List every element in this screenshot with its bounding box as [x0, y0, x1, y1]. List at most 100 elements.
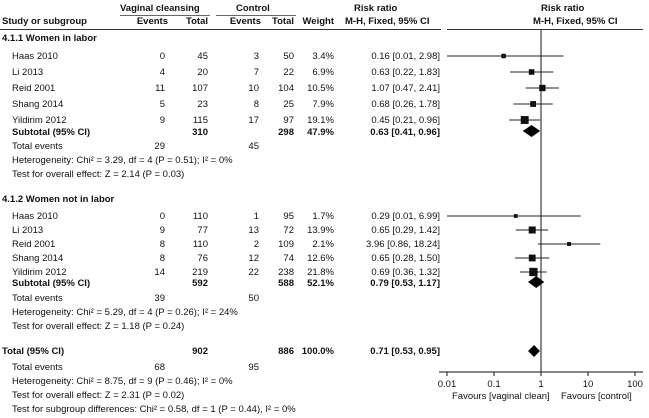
total2: 238: [278, 267, 294, 278]
events2: 3: [253, 51, 259, 62]
subtotal-ci: 0.63 [0.41, 0.96]: [370, 127, 440, 138]
total1: 76: [197, 253, 208, 264]
total2: 25: [283, 99, 294, 110]
events2: 13: [248, 225, 259, 236]
risk-ratio-ci: 3.96 [0.86, 18.24]: [366, 239, 440, 250]
total-events2: 50: [248, 293, 259, 304]
events2: 7: [253, 67, 259, 78]
weight: 12.6%: [307, 253, 334, 264]
total1: 45: [197, 51, 208, 62]
total1: 219: [192, 267, 208, 278]
overall-effect-text: Test for overall effect: Z = 2.14 (P = 0…: [12, 169, 185, 180]
weight: 2.1%: [312, 239, 334, 250]
weight: 6.9%: [312, 67, 334, 78]
favours-left-label: Favours [vaginal clean]: [452, 391, 550, 402]
overall-effect-text: Test for overall effect: Z = 1.18 (P = 0…: [12, 321, 185, 332]
events2: 10: [248, 83, 259, 94]
subtotal-label: Subtotal (95% CI): [12, 127, 91, 138]
header-rule-right: [447, 29, 643, 30]
total-events-label: Total events: [12, 293, 63, 304]
study-point: [530, 101, 537, 107]
weight: 1.7%: [312, 211, 334, 222]
subtotal-weight: 52.1%: [307, 278, 334, 289]
study-name: Haas 2010: [12, 51, 58, 62]
events2: 8: [253, 99, 259, 110]
study-name: Reid 2001: [12, 239, 56, 250]
events1-header: Events: [136, 16, 168, 27]
total2: 104: [278, 83, 294, 94]
events1: 0: [159, 51, 165, 62]
subgroup-title: 4.1.1 Women in labor: [2, 33, 97, 44]
x-tick-label: 10: [583, 379, 594, 390]
events1: 8: [159, 239, 165, 250]
total-events1: 39: [154, 293, 165, 304]
risk-ratio-ci: 0.45 [0.21, 0.96]: [371, 115, 440, 126]
events1: 4: [159, 67, 165, 78]
x-tick-label: 0.01: [438, 379, 457, 390]
weight: 7.9%: [312, 99, 334, 110]
total2: 95: [283, 211, 294, 222]
events2: 12: [248, 253, 259, 264]
grand-ci: 0.71 [0.53, 0.95]: [370, 346, 440, 357]
weight: 21.8%: [307, 267, 334, 278]
weight-header: Weight: [302, 16, 335, 27]
weight: 3.4%: [312, 51, 334, 62]
study-point: [529, 267, 538, 277]
overall-effect-text: Test for overall effect: Z = 2.31 (P = 0…: [12, 390, 185, 401]
total1: 110: [192, 239, 208, 250]
total-events-label: Total events: [12, 362, 63, 373]
total-events2: 95: [248, 362, 259, 373]
pooled-diamond: [522, 125, 541, 137]
events2: 1: [253, 211, 259, 222]
grand-total1: 902: [192, 346, 208, 357]
total-events1: 68: [154, 362, 165, 373]
events2: 2: [253, 239, 259, 250]
subtotal-ci: 0.79 [0.53, 1.17]: [370, 278, 440, 289]
events1: 9: [159, 115, 165, 126]
study-name: Shang 2014: [12, 253, 64, 264]
group2-header: Control: [236, 3, 270, 14]
total1: 110: [192, 211, 208, 222]
risk-ratio-ci: 0.16 [0.01, 2.98]: [371, 51, 440, 62]
events2: 22: [248, 267, 259, 278]
study-name: Li 2013: [12, 225, 44, 236]
favours-right-label: Favours [control]: [561, 391, 632, 402]
weight: 10.5%: [307, 83, 334, 94]
group1-underline: [120, 15, 210, 16]
study-name: Li 2013: [12, 67, 44, 78]
rr-title-left: Risk ratio: [354, 3, 398, 14]
rr-method-right: M-H, Fixed, 95% CI: [533, 16, 618, 27]
study-point: [501, 53, 506, 59]
total2: 109: [278, 239, 294, 250]
study-name: Reid 2001: [12, 83, 56, 94]
total-label: Total (95% CI): [2, 346, 65, 357]
subtotal-total2: 298: [278, 127, 294, 138]
study-point: [528, 254, 536, 262]
total2: 50: [283, 51, 294, 62]
rr-title-right: Risk ratio: [541, 3, 585, 14]
events1: 8: [159, 253, 165, 264]
total1: 23: [197, 99, 208, 110]
total-events-label: Total events: [12, 141, 63, 152]
study-point: [567, 242, 572, 246]
x-tick-label: 100: [627, 379, 643, 390]
study-point: [513, 214, 518, 218]
group1-header: Vaginal cleansing: [120, 3, 200, 14]
events1: 14: [154, 267, 165, 278]
total2: 22: [283, 67, 294, 78]
events1: 11: [155, 83, 165, 94]
heterogeneity-text: Heterogeneity: Chi² = 8.75, df = 9 (P = …: [12, 376, 233, 387]
study-name: Shang 2014: [12, 99, 64, 110]
subgroup-differences-text: Test for subgroup differences: Chi² = 0.…: [12, 404, 296, 415]
events2: 17: [248, 115, 259, 126]
risk-ratio-ci: 1.07 [0.47, 2.41]: [371, 83, 440, 94]
events2-header: Events: [229, 16, 261, 27]
group2-underline: [216, 15, 296, 16]
subtotal-total1: 592: [192, 278, 208, 289]
study-point: [520, 116, 529, 124]
events1: 5: [159, 99, 165, 110]
pooled-diamond: [528, 276, 545, 288]
subtotal-total2: 588: [278, 278, 294, 289]
x-tick-label: 1: [538, 379, 543, 390]
